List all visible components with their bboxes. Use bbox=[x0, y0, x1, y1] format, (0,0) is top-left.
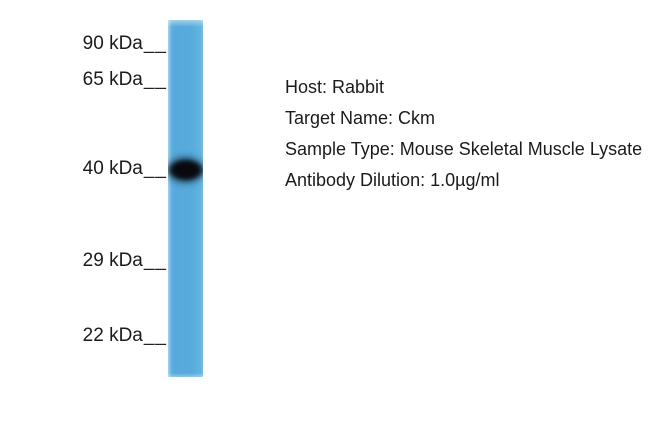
marker-22kda-label: 22 kDa bbox=[82, 325, 143, 346]
marker-65kda: 65 kDa__ bbox=[83, 68, 167, 92]
annotation-target-name: Target Name: Ckm bbox=[285, 108, 436, 128]
marker-40kda-label: 40 kDa bbox=[82, 158, 143, 179]
marker-90kda: 90 kDa__ bbox=[83, 32, 167, 56]
marker-22kda: 22 kDa__ bbox=[83, 324, 167, 348]
marker-40kda-tick: __ bbox=[143, 158, 167, 179]
marker-22kda-tick: __ bbox=[143, 325, 167, 346]
marker-40kda: 40 kDa__ bbox=[83, 157, 167, 181]
marker-29kda-tick: __ bbox=[143, 250, 167, 271]
marker-90kda-tick: __ bbox=[143, 33, 167, 54]
marker-65kda-tick: __ bbox=[143, 69, 167, 90]
marker-29kda: 29 kDa__ bbox=[83, 249, 167, 273]
marker-65kda-label: 65 kDa bbox=[82, 69, 143, 90]
blot-lane bbox=[168, 20, 203, 377]
protein-band bbox=[168, 159, 203, 181]
annotation-antibody-dilution: Antibody Dilution: 1.0µg/ml bbox=[285, 170, 500, 190]
annotation-sample-type: Sample Type: Mouse Skeletal Muscle Lysat… bbox=[285, 139, 643, 159]
marker-90kda-label: 90 kDa bbox=[82, 33, 143, 54]
annotation-host: Host: Rabbit bbox=[285, 77, 385, 97]
annotation-block: Host: Rabbit Target Name: Ckm Sample Typ… bbox=[285, 72, 642, 196]
marker-29kda-label: 29 kDa bbox=[82, 250, 143, 271]
